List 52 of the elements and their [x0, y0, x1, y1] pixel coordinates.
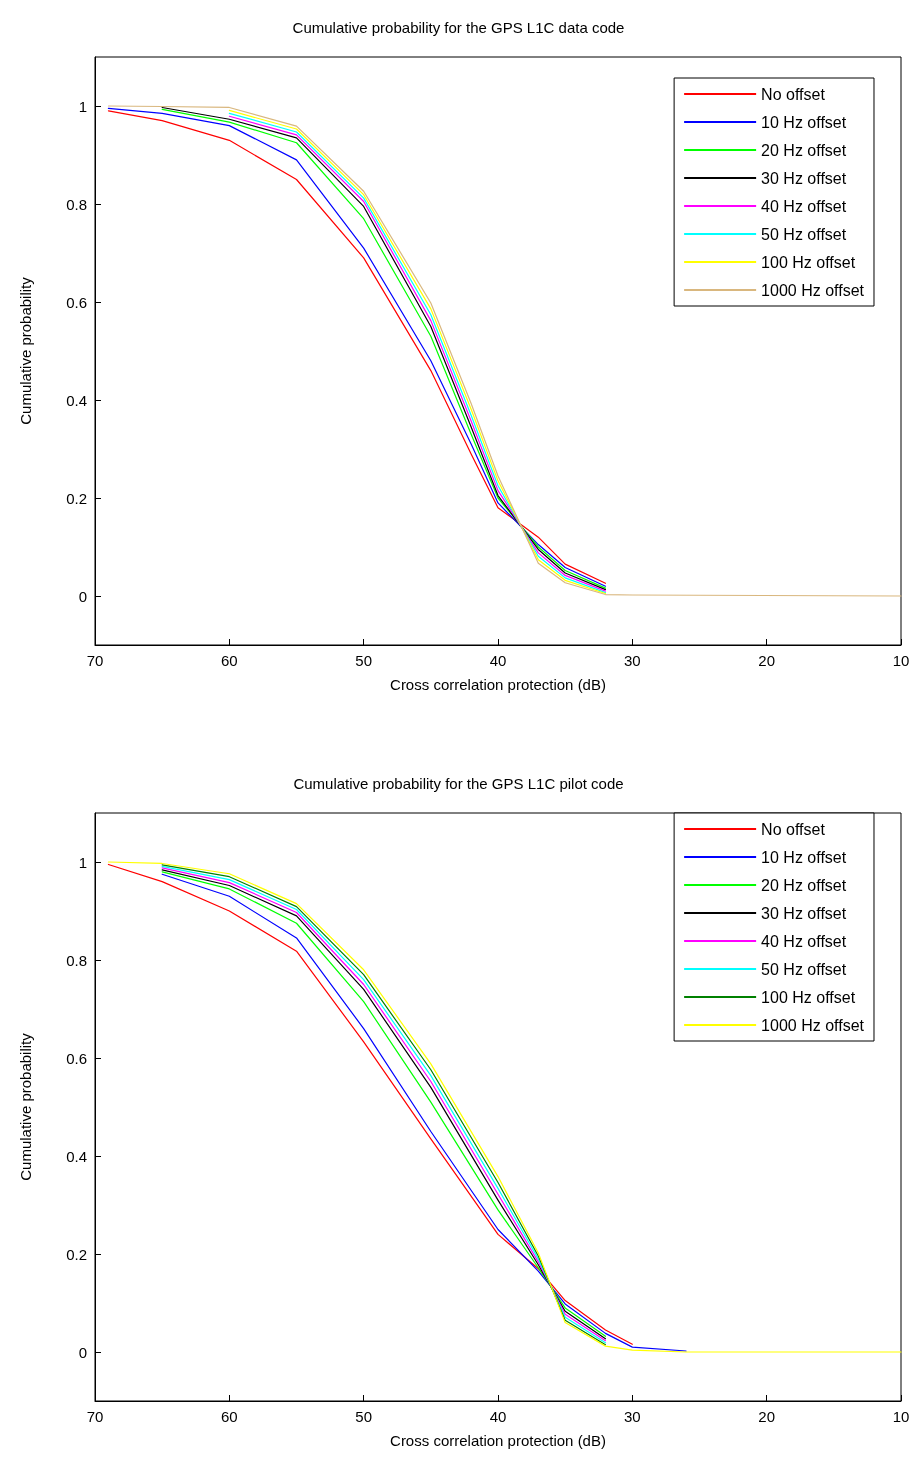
y-tick-label: 0.2 [66, 1245, 87, 1263]
y-tick-label: 0.4 [66, 1147, 87, 1165]
x-axis-title: Cross correlation protection (dB) [390, 676, 606, 693]
x-tick-label: 30 [623, 1408, 641, 1425]
legend-label: No offset [761, 820, 826, 838]
legend-label: 50 Hz offset [761, 960, 847, 978]
legend-label: 100 Hz offset [761, 988, 856, 1006]
y-tick-label: 0.6 [66, 293, 87, 311]
x-tick-label: 40 [489, 652, 507, 669]
line-series [107, 861, 902, 1353]
legend-label: 40 Hz offset [761, 197, 847, 215]
legend-label: No offset [761, 85, 826, 103]
legend-label: 100 Hz offset [761, 253, 856, 271]
y-tick-label: 0.8 [66, 951, 87, 969]
x-tick-label: 10 [892, 1408, 910, 1425]
legend-label: 1000 Hz offset [761, 281, 865, 299]
y-axis-title: Cumulative probability [17, 276, 34, 425]
line-series [161, 873, 687, 1352]
legend-label: 40 Hz offset [761, 932, 847, 950]
y-tick-label: 0.6 [66, 1049, 87, 1067]
x-tick-label: 50 [355, 652, 373, 669]
legend-label: 30 Hz offset [761, 169, 847, 187]
legend-label: 10 Hz offset [761, 113, 847, 131]
y-axis-title: Cumulative probability [17, 1032, 34, 1181]
legend-label: 30 Hz offset [761, 904, 847, 922]
x-tick-label: 20 [758, 1408, 776, 1425]
line-series [107, 863, 633, 1345]
x-axis-title: Cross correlation protection (dB) [390, 1432, 606, 1449]
y-tick-label: 0 [78, 1343, 87, 1361]
x-tick-label: 70 [86, 652, 104, 669]
y-tick-label: 0.2 [66, 489, 87, 507]
x-tick-label: 20 [758, 652, 776, 669]
legend-label: 20 Hz offset [761, 876, 847, 894]
y-tick-label: 0.8 [66, 195, 87, 213]
x-tick-label: 60 [220, 1408, 238, 1425]
y-tick-label: 0 [78, 587, 87, 605]
x-tick-label: 50 [355, 1408, 373, 1425]
x-tick-label: 30 [623, 652, 641, 669]
x-tick-label: 70 [86, 1408, 104, 1425]
x-tick-label: 10 [892, 652, 910, 669]
chart-title: Cumulative probability for the GPS L1C pilot code [293, 775, 624, 792]
y-tick-label: 1 [78, 97, 87, 115]
y-tick-label: 0.4 [66, 391, 87, 409]
legend-label: 50 Hz offset [761, 225, 847, 243]
y-tick-label: 1 [78, 853, 87, 871]
chart-title: Cumulative probability for the GPS L1C data code [292, 19, 625, 36]
legend-label: 20 Hz offset [761, 141, 847, 159]
legend-label: 10 Hz offset [761, 848, 847, 866]
legend-label: 1000 Hz offset [761, 1016, 865, 1034]
x-tick-label: 60 [220, 652, 238, 669]
x-tick-label: 40 [489, 1408, 507, 1425]
line-series [107, 105, 902, 597]
